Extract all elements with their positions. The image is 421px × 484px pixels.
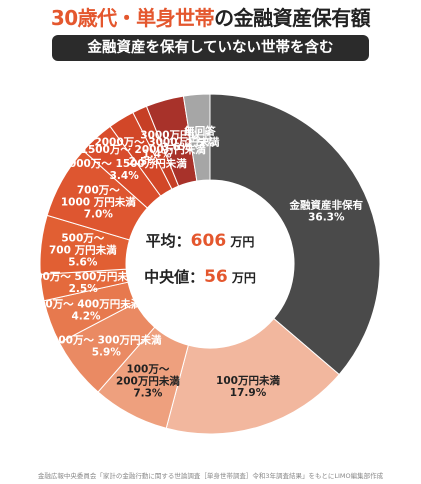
median-line: 中央値：56 万円 — [144, 267, 256, 287]
slice-value: 4.2% — [71, 310, 101, 322]
slice-category: 無回答 — [184, 124, 216, 137]
slice-label: 700万～ 1000 万円未満 7.0% — [61, 185, 136, 221]
slice-category: 金融資産非保有 — [289, 199, 364, 212]
slice-category: 700万～ — [77, 185, 120, 197]
slice-value: 2.5% — [129, 156, 159, 168]
slice-label: 1500万～ 2000万円未満 2.5% — [81, 143, 207, 168]
slice-value: 5.9% — [92, 347, 122, 359]
slice-category: 200万円未満 — [116, 375, 180, 388]
average-label: 平均： — [146, 232, 191, 250]
slice-category: 2000万～ 3000万円未満 — [94, 136, 220, 149]
slice-category: 1000 万円未満 — [61, 196, 136, 209]
chart-title: 30歳代・単身世帯の金融資産保有額 — [0, 2, 421, 31]
slice-label: 200万～ 300万円未満 5.9% — [51, 334, 162, 359]
donut-slice — [182, 93, 211, 182]
slice-category: 700 万円未満 — [49, 243, 117, 256]
slice-label: 100万円未満 17.9% — [216, 374, 280, 399]
slice-value: 1.4% — [142, 149, 172, 161]
slice-label: 2000万～ 3000万円未満 1.4% — [94, 136, 220, 161]
slice-label: 300万～ 400万円未満 4.2% — [31, 297, 142, 322]
slice-category: 1500万～ 2000万円未満 — [81, 143, 207, 156]
slice-label: 100万～ 200万円未満 7.3% — [116, 364, 180, 400]
chart-title-rest: の金融資産保有額 — [214, 6, 371, 30]
donut-slice — [165, 317, 340, 435]
donut-slice-labels: 金融資産非保有 36.3% 100万円未満 17.9% 100万～ 200万円未満 7.3%… — [28, 124, 364, 399]
slice-value: 17.9% — [230, 387, 267, 399]
donut-slice — [209, 93, 381, 376]
slice-value: 5.6% — [68, 256, 98, 268]
chart-subtitle-badge: 金融資産を保有していない世帯を含む — [52, 35, 369, 61]
slice-label: 金融資産非保有 36.3% — [289, 199, 364, 224]
slice-label: 無回答 2.5% — [184, 124, 216, 149]
average-value: 606 — [191, 231, 227, 251]
slice-category: 400万～ 500万円未満 — [28, 270, 139, 283]
donut-slices — [39, 93, 381, 435]
source-note: 金融広報中央委員会「家計の金融行動に関する世論調査［単身世帯調査］令和3年調査結… — [37, 472, 384, 480]
slice-value: 2.5% — [69, 283, 99, 295]
slice-category: 100万円未満 — [216, 374, 280, 387]
slice-value: 3.4% — [110, 170, 140, 182]
average-unit: 万円 — [226, 235, 254, 249]
slice-label: 3000万円以上 3.6% — [140, 129, 212, 154]
slice-label: 1000万～ 1500万円未満 3.4% — [62, 157, 188, 182]
slice-value: 36.3% — [308, 212, 345, 224]
slice-value: 3.6% — [161, 142, 191, 154]
slice-label: 400万～ 500万円未満 2.5% — [28, 270, 139, 295]
slice-category: 100万～ — [126, 364, 169, 376]
slice-value: 7.0% — [84, 209, 114, 221]
slice-category: 500万～ — [61, 232, 104, 244]
slice-value: 2.5% — [185, 137, 215, 149]
slice-category: 200万～ 300万円未満 — [51, 334, 162, 347]
donut-center: 平均：606 万円 中央値：56 万円 — [144, 231, 256, 287]
slice-value: 7.3% — [133, 388, 163, 400]
slice-category: 3000万円以上 — [140, 129, 212, 142]
median-label: 中央値： — [144, 268, 204, 286]
median-value: 56 — [204, 267, 228, 287]
median-unit: 万円 — [228, 271, 256, 285]
chart-title-highlight: 30歳代・単身世帯 — [50, 6, 215, 30]
slice-category: 300万～ 400万円未満 — [31, 297, 142, 310]
slice-category: 1000万～ 1500万円未満 — [62, 157, 188, 170]
slice-label: 500万～ 700 万円未満 5.6% — [49, 232, 117, 268]
average-line: 平均：606 万円 — [146, 231, 255, 251]
